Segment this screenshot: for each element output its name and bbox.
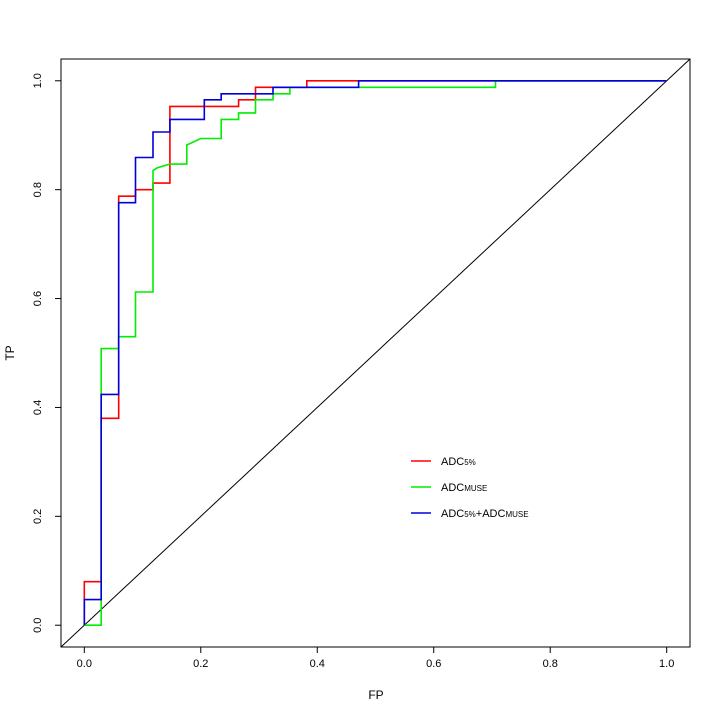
- x-tick-label: 0.2: [193, 658, 208, 670]
- y-tick-label: 0.6: [32, 291, 44, 306]
- roc-line-combined: [83, 80, 667, 626]
- y-tick-label: 0.2: [32, 509, 44, 524]
- legend-main: ADC: [441, 456, 464, 468]
- y-tick-label: 0.8: [32, 182, 44, 197]
- x-tick-label: 0.0: [77, 658, 92, 670]
- y-tick-label: 0.4: [32, 400, 44, 415]
- legend-sub: MUSE: [464, 484, 487, 493]
- legend-label-adcmuse: ADCMUSE: [441, 482, 487, 494]
- legend-main: ADC: [441, 508, 464, 520]
- legend-label-adc5: ADC5%: [441, 456, 476, 468]
- plot-area: [60, 58, 691, 648]
- x-tick-label: 0.6: [426, 658, 441, 670]
- x-axis-title: FP: [368, 688, 383, 702]
- diagonal-reference-line: [60, 58, 691, 648]
- legend-main: ADC: [441, 482, 464, 494]
- legend-sub: 5%: [464, 510, 476, 519]
- y-axis: 0.0 0.2 0.4 0.6 0.8 1.0: [32, 73, 62, 633]
- x-tick-label: 0.4: [310, 658, 325, 670]
- y-tick-label: 1.0: [32, 73, 44, 88]
- legend-main: +ADC: [476, 508, 506, 520]
- y-axis-title: TP: [3, 345, 17, 360]
- x-tick-label: 0.8: [543, 658, 558, 670]
- x-tick-label: 1.0: [659, 658, 674, 670]
- x-axis: 0.0 0.2 0.4 0.6 0.8 1.0: [77, 646, 674, 670]
- y-tick-label: 0.0: [32, 618, 44, 633]
- legend-sub: MUSE: [505, 510, 528, 519]
- legend-label-combined: ADC5%+ADCMUSE: [441, 508, 529, 520]
- legend-sub: 5%: [464, 458, 476, 467]
- roc-line-adcmuse: [84, 80, 667, 627]
- legend: ADC5% ADCMUSE ADC5%+ADCMUSE: [411, 456, 529, 520]
